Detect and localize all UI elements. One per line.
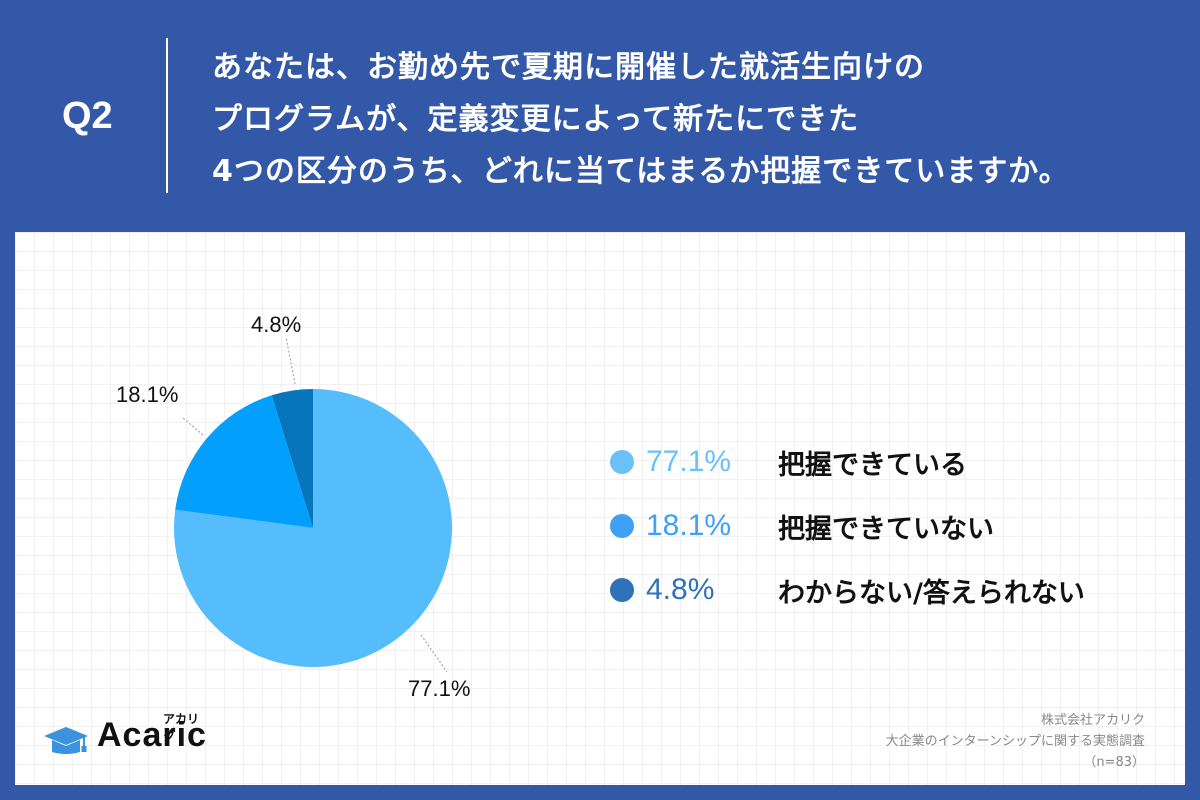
logo-text: Acaric bbox=[97, 716, 207, 754]
question-line-2: プログラムが、定義変更によって新たにできた bbox=[212, 102, 860, 137]
legend-item: 4.8% わからない/答えられない bbox=[610, 558, 1085, 622]
question-line-3: 4つの区分のうち、どれに当てはまるか把握できていますか。 bbox=[212, 154, 1070, 189]
logo-kana: アカリク bbox=[163, 712, 200, 743]
legend-pct: 4.8% bbox=[646, 573, 715, 606]
graduation-cap-icon bbox=[44, 727, 88, 754]
legend: 77.1% 把握できている 18.1% 把握できていない 4.8% わからない/… bbox=[610, 430, 1085, 622]
pie-label-grasped: 77.1% bbox=[408, 676, 471, 701]
acaric-logo: Acaric アカリク bbox=[43, 712, 207, 755]
header: Q2 あなたは、お勤め先で夏期に開催した就活生向けの プログラムが、定義変更によ… bbox=[0, 0, 1200, 232]
pie-label-dontknow: 4.8% bbox=[251, 312, 302, 337]
question-number: Q2 bbox=[62, 95, 113, 137]
pie-slice-dontknow bbox=[271, 389, 313, 528]
legend-dot-icon bbox=[610, 514, 634, 538]
question-line-1: あなたは、お勤め先で夏期に開催した就活生向けの bbox=[212, 50, 925, 85]
pie-slice-notgrasped bbox=[175, 395, 313, 528]
source-n: （n=83） bbox=[1083, 755, 1145, 770]
header-divider bbox=[166, 38, 168, 193]
legend-pct: 77.1% bbox=[646, 445, 732, 478]
legend-dot-icon bbox=[610, 578, 634, 602]
question-text: あなたは、お勤め先で夏期に開催した就活生向けの プログラムが、定義変更によって新… bbox=[212, 42, 1070, 198]
source-note: 株式会社アカリク 大企業のインターンシップに関する実態調査 （n=83） bbox=[886, 710, 1145, 773]
legend-label: わからない/答えられない bbox=[778, 577, 1085, 609]
legend-item: 77.1% 把握できている bbox=[610, 430, 1085, 494]
legend-dot-icon bbox=[610, 450, 634, 474]
pie-label-notgrasped: 18.1% bbox=[116, 382, 179, 407]
chart-panel: 4.8% 18.1% 77.1% 77.1% 把握できている 18.1% 把握で… bbox=[15, 232, 1185, 785]
legend-label: 把握できている bbox=[778, 449, 967, 481]
legend-item: 18.1% 把握できていない bbox=[610, 494, 1085, 558]
pie-chart bbox=[174, 336, 453, 673]
legend-pct: 18.1% bbox=[646, 509, 732, 542]
source-company: 株式会社アカリク bbox=[1040, 713, 1145, 728]
legend-label: 把握できていない bbox=[778, 513, 994, 545]
source-survey: 大企業のインターンシップに関する実態調査 bbox=[885, 734, 1145, 749]
